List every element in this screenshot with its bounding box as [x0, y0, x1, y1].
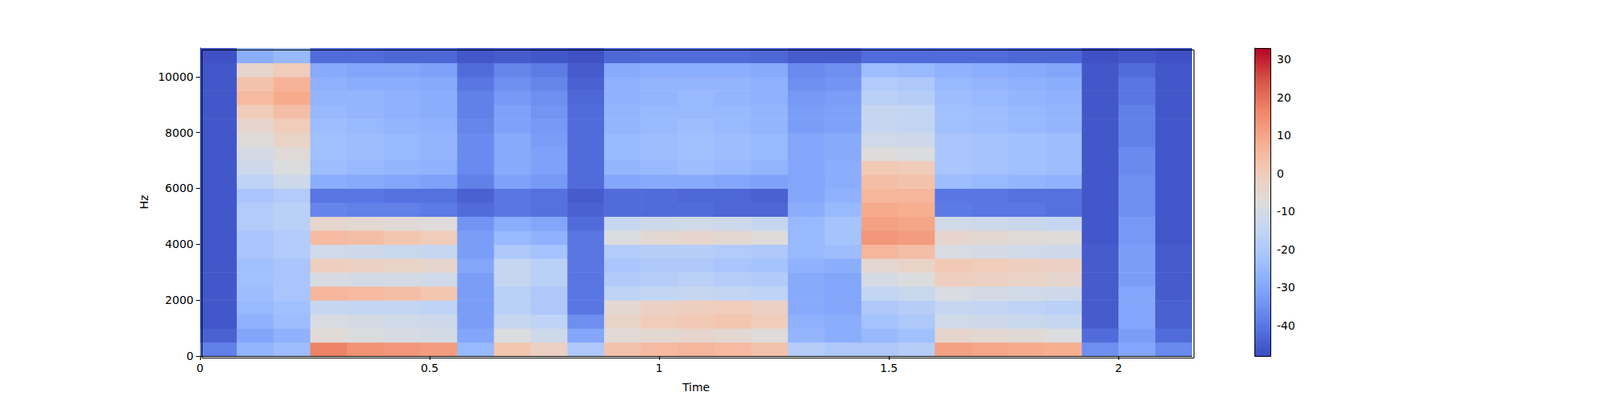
svg-text:6000: 6000: [164, 181, 194, 195]
svg-text:10: 10: [1276, 128, 1292, 142]
svg-text:2000: 2000: [164, 293, 194, 307]
svg-text:-10: -10: [1276, 204, 1296, 218]
svg-text:1.5: 1.5: [880, 361, 898, 375]
svg-text:-40: -40: [1276, 319, 1296, 332]
svg-text:20: 20: [1276, 91, 1292, 104]
svg-text:-30: -30: [1276, 280, 1296, 294]
svg-text:0: 0: [186, 349, 194, 363]
svg-text:-20: -20: [1276, 243, 1296, 256]
svg-text:1: 1: [656, 361, 664, 375]
svg-text:0: 0: [196, 361, 204, 375]
svg-text:10000: 10000: [157, 70, 194, 84]
svg-text:0.5: 0.5: [420, 361, 439, 375]
svg-text:2: 2: [1115, 361, 1123, 375]
svg-text:0: 0: [1276, 167, 1284, 180]
svg-text:8000: 8000: [164, 126, 194, 140]
svg-text:4000: 4000: [164, 237, 194, 251]
svg-text:Time: Time: [681, 380, 710, 394]
svg-text:30: 30: [1276, 52, 1292, 66]
svg-text:Hz: Hz: [137, 195, 151, 210]
